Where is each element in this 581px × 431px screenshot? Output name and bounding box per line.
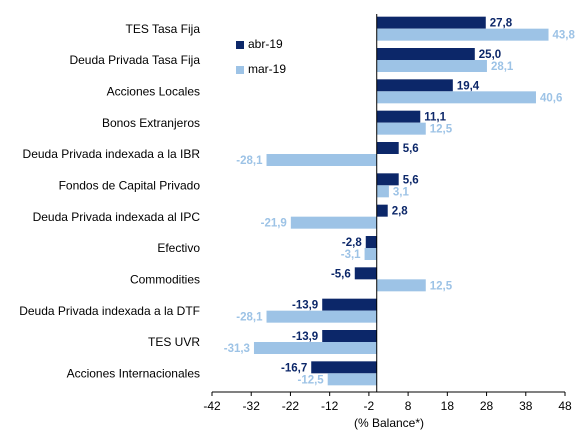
- bar: [376, 173, 399, 186]
- bar: [376, 142, 399, 154]
- value-label: 5,6: [403, 174, 419, 186]
- y-tick-label: Fondos de Capital Privado: [59, 179, 201, 193]
- value-label: -12,5: [297, 374, 324, 386]
- x-tick-label: -12: [321, 399, 339, 413]
- value-label: 25,0: [479, 49, 501, 61]
- x-tick-label: 28: [480, 399, 494, 413]
- bar: [376, 79, 453, 92]
- bar: [376, 16, 486, 29]
- x-tick-label: -22: [282, 399, 300, 413]
- x-tick-label: 8: [405, 399, 412, 413]
- y-tick-label: Bonos Extranjeros: [102, 116, 200, 130]
- value-label: -2,8: [342, 237, 362, 249]
- bar: [253, 342, 377, 354]
- bar: [376, 279, 426, 292]
- value-label: 3,1: [393, 186, 410, 198]
- value-label: 27,8: [490, 18, 513, 30]
- value-label: 12,5: [430, 280, 453, 292]
- x-axis-label: (% Balance*): [354, 416, 424, 430]
- value-label: 5,6: [403, 143, 419, 155]
- bar: [354, 267, 377, 280]
- legend-swatch: [236, 66, 244, 74]
- y-tick-label: Commodities: [130, 273, 200, 287]
- bar: [376, 185, 389, 198]
- value-label: -21,9: [261, 218, 287, 230]
- y-tick-label: TES UVR: [148, 335, 200, 349]
- value-label: -13,9: [292, 300, 318, 312]
- bar: [376, 204, 388, 217]
- value-label: -28,1: [236, 155, 263, 167]
- bar: [266, 154, 377, 166]
- bar: [376, 110, 421, 123]
- value-label: 43,8: [553, 30, 576, 42]
- legend-label: abr-19: [248, 37, 283, 51]
- value-label: -28,1: [236, 312, 263, 324]
- bar: [376, 91, 536, 104]
- y-tick-label: Deuda Privada Tasa Fija: [69, 53, 200, 67]
- legend-label: mar-19: [248, 62, 286, 76]
- x-tick-label: -32: [243, 399, 261, 413]
- value-label: 2,8: [392, 206, 409, 218]
- bar: [364, 248, 377, 260]
- bar: [322, 330, 377, 342]
- value-label: -3,1: [341, 249, 361, 261]
- bar: [376, 60, 487, 72]
- bar: [365, 236, 377, 248]
- x-tick-label: 38: [519, 399, 533, 413]
- y-tick-label: Deuda Privada indexada al IPC: [33, 210, 201, 224]
- bar: [322, 298, 377, 311]
- bar: [327, 373, 377, 386]
- value-label: 40,6: [540, 92, 562, 104]
- value-label: -5,6: [331, 268, 351, 280]
- value-label: -16,7: [281, 362, 307, 374]
- value-label: 28,1: [491, 61, 514, 73]
- x-tick-label: -42: [203, 399, 221, 413]
- value-label: -31,3: [224, 343, 250, 355]
- bar: [376, 48, 475, 60]
- y-tick-label: TES Tasa Fija: [126, 22, 201, 36]
- x-tick-label: 48: [558, 399, 572, 413]
- y-tick-label: Acciones Locales: [107, 85, 200, 99]
- value-label: 19,4: [457, 80, 480, 92]
- bar: [266, 310, 377, 323]
- value-label: -13,9: [292, 331, 318, 343]
- bar: [376, 122, 426, 135]
- legend-swatch: [236, 41, 244, 49]
- y-tick-label: Deuda Privada indexada a la IBR: [23, 147, 201, 161]
- value-label: 12,5: [430, 124, 453, 136]
- x-tick-label: 18: [441, 399, 455, 413]
- y-tick-label: Deuda Privada indexada a la DTF: [19, 304, 200, 318]
- bar: [290, 216, 377, 229]
- x-tick-label: -2: [364, 399, 375, 413]
- y-tick-label: Efectivo: [157, 241, 200, 255]
- value-label: 11,1: [424, 112, 446, 124]
- y-tick-label: Acciones Internacionales: [67, 367, 200, 381]
- bar: [376, 28, 549, 41]
- bar: [311, 361, 377, 374]
